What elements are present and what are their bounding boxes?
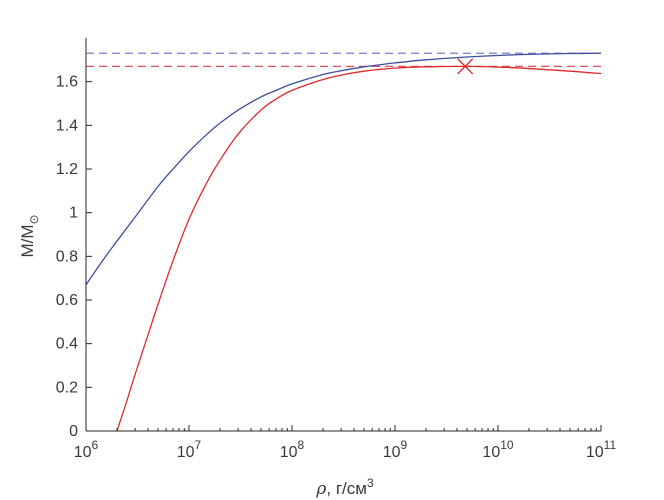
x-tick-exponent: 9	[401, 438, 408, 452]
y-tick-label: 0.8	[56, 248, 78, 265]
x-marker	[457, 58, 474, 75]
y-tick-label: 1.6	[56, 74, 78, 91]
ticks	[85, 81, 602, 432]
y-axis-label: M/M⊙	[18, 214, 41, 257]
x-tick-base: 10	[482, 444, 500, 461]
markers	[457, 58, 474, 75]
x-tick-base: 10	[177, 444, 195, 461]
x-axis-symbol: ρ	[315, 479, 326, 499]
x-axis-unit-exponent: 3	[367, 476, 374, 490]
x-axis-unit: , г/см	[326, 479, 367, 498]
x-tick-exponent: 11	[604, 438, 617, 452]
x-tick-label: 108	[280, 438, 305, 461]
series-line-1	[86, 52, 601, 286]
y-tick-label: 0	[69, 423, 78, 440]
x-tick-label: 109	[383, 438, 408, 461]
series-line-2	[116, 65, 601, 431]
x-tick-base: 10	[586, 444, 604, 461]
y-tick-label: 0.4	[56, 336, 78, 353]
reference-lines	[86, 52, 601, 67]
y-tick-label: 1	[69, 205, 78, 222]
axes	[85, 38, 601, 432]
x-tick-exponent: 7	[195, 438, 202, 452]
x-tick-label: 107	[177, 438, 202, 461]
x-tick-exponent: 6	[92, 438, 99, 452]
y-tick-label: 0.6	[56, 292, 78, 309]
x-tick-label: 1011	[586, 438, 617, 461]
y-tick-label: 1.4	[56, 117, 78, 134]
y-tick-label: 1.2	[56, 161, 78, 178]
x-tick-label: 1010	[482, 438, 513, 461]
y-tick-label: 0.2	[56, 379, 78, 396]
x-tick-exponent: 8	[298, 438, 305, 452]
y-axis-main: M/M	[18, 225, 37, 258]
tick-labels: 106 107 108 109 1010 101100.20.40.60.811.21.4…	[56, 74, 617, 461]
y-axis-subscript: ⊙	[27, 214, 41, 224]
x-tick-base: 10	[383, 444, 401, 461]
series-lines	[86, 52, 601, 431]
x-tick-base: 10	[74, 444, 92, 461]
x-axis-label: ρ, г/см3	[315, 476, 374, 499]
x-tick-label: 106	[74, 438, 99, 461]
x-tick-exponent: 10	[500, 438, 514, 452]
x-tick-base: 10	[280, 444, 298, 461]
